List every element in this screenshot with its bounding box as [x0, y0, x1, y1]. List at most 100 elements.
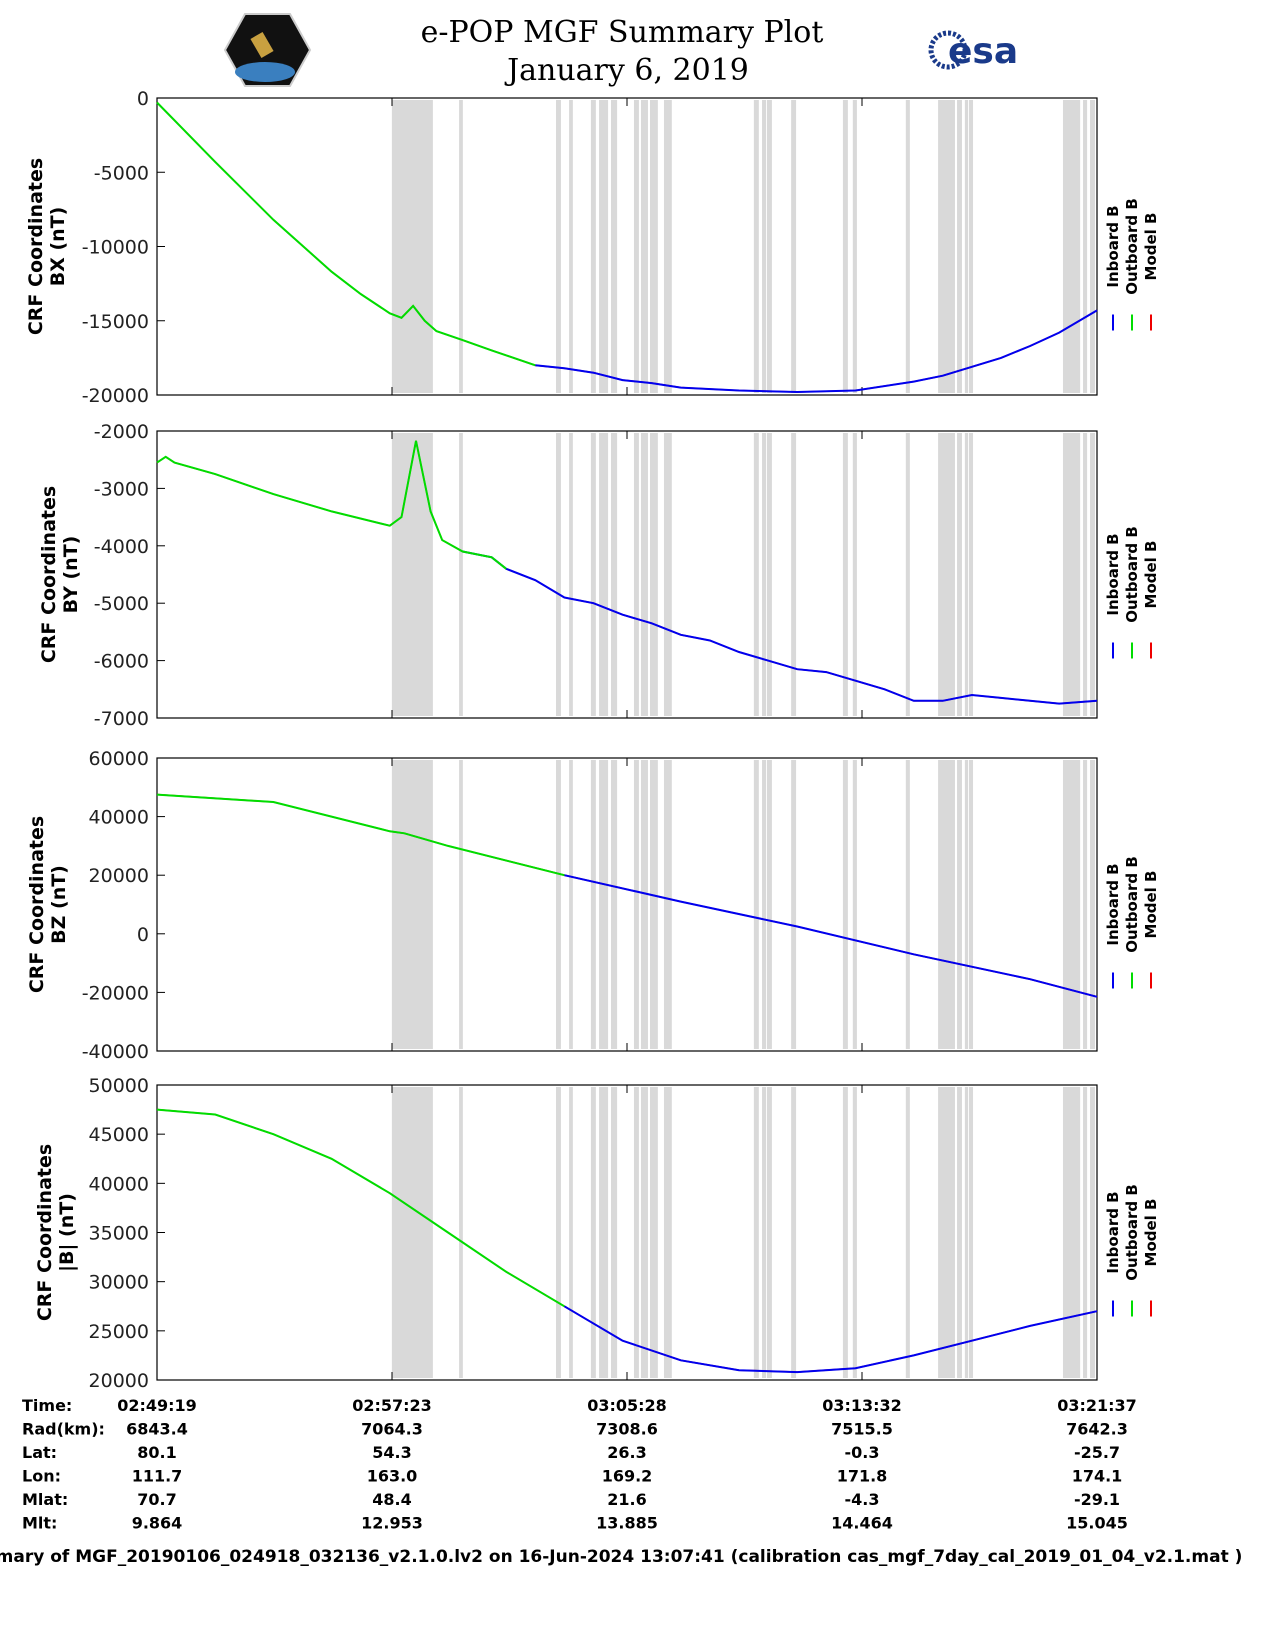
data-gap-band: [599, 760, 609, 1049]
y-tick-label: 25000: [89, 1321, 149, 1343]
y-tick-label: 35000: [89, 1223, 149, 1245]
y-tick-label: -7000: [94, 708, 149, 730]
table-cell: 171.8: [837, 1467, 888, 1486]
series-outboard-b: [156, 1108, 565, 1308]
y-tick-label: 40000: [89, 807, 149, 829]
data-gap-band: [753, 1087, 759, 1378]
data-gap-band: [766, 760, 772, 1049]
legend-label: Outboard B: [1123, 526, 1141, 623]
data-gap-band: [852, 100, 857, 393]
data-gap-band: [1090, 100, 1095, 393]
y-tick-label: -5000: [94, 593, 149, 615]
data-gap-band: [766, 433, 772, 716]
table-cell: 7642.3: [1066, 1420, 1128, 1439]
data-gap-band: [968, 433, 974, 716]
table-cell: 9.864: [132, 1514, 183, 1533]
y-tick-label: -10000: [82, 237, 149, 259]
y-axis-label-line2: BY (nT): [60, 536, 82, 614]
series-inboard-b: [462, 550, 1098, 705]
panel-2: -2000 -3000 -4000 -5000 -6000 -7000 CRF Coordi…: [38, 421, 1160, 730]
data-gap-band: [640, 1087, 648, 1378]
y-axis-label-line2: |B| (nT): [56, 1193, 78, 1272]
table-cell: 03:05:28: [587, 1396, 667, 1415]
table-cell: 111.7: [132, 1467, 183, 1486]
panel-1: 0 -5000 -10000 -15000 -20000 CRF CoordinatesB…: [25, 88, 1160, 407]
legend-label: Model B: [1142, 541, 1160, 609]
data-gap-band: [842, 100, 848, 393]
data-gap-band: [555, 433, 561, 716]
data-gap-band: [964, 760, 969, 1049]
legend-label: Model B: [1142, 1199, 1160, 1267]
data-gap-band: [569, 760, 573, 1049]
table-cell: 03:21:37: [1057, 1396, 1137, 1415]
data-gap-band: [968, 760, 974, 1049]
data-gap-band: [964, 1087, 969, 1378]
data-gap-band: [590, 433, 596, 716]
data-gap-band: [842, 1087, 848, 1378]
data-gap-band: [459, 100, 463, 393]
data-gap-band: [957, 760, 962, 1049]
data-gap-band: [633, 100, 639, 393]
y-axis-label: CRF CoordinatesBZ (nT): [26, 816, 70, 993]
data-gap-band: [753, 433, 759, 716]
y-tick-label: 40000: [89, 1173, 149, 1195]
data-gap-band: [459, 760, 463, 1049]
data-gap-band: [791, 760, 797, 1049]
data-gap-band: [852, 433, 857, 716]
data-gap-band: [649, 1087, 658, 1378]
table-cell: 48.4: [372, 1490, 411, 1509]
data-gap-band: [633, 760, 639, 1049]
series-model-b: [156, 1108, 1098, 1373]
data-gap-band: [459, 433, 463, 716]
y-axis-label-line1: CRF Coordinates: [26, 816, 48, 993]
y-tick-label: 0: [137, 924, 149, 946]
series-model-b: [156, 440, 1098, 705]
y-tick-label: -5000: [94, 162, 149, 184]
table-cell: -25.7: [1074, 1443, 1120, 1462]
data-gap-band: [555, 1087, 561, 1378]
data-gap-band: [842, 760, 848, 1049]
table-cell: 174.1: [1072, 1467, 1123, 1486]
table-cell: 26.3: [607, 1443, 646, 1462]
data-gap-band: [1083, 760, 1088, 1049]
svg-text:esa: esa: [948, 31, 1018, 72]
data-gap-band: [610, 100, 618, 393]
y-axis-label-line1: CRF Coordinates: [25, 158, 47, 335]
data-gap-band: [640, 760, 648, 1049]
table-cell: 6843.4: [126, 1420, 188, 1439]
data-gap-band: [905, 1087, 910, 1378]
y-tick-label: 30000: [89, 1272, 149, 1294]
legend-label: Inboard B: [1104, 533, 1122, 615]
plot-frame: [156, 97, 1098, 396]
data-gap-band: [791, 1087, 797, 1378]
table-cell: 12.953: [361, 1514, 423, 1533]
data-gap-band: [852, 760, 857, 1049]
table-row-label: Mlt:: [22, 1514, 57, 1533]
table-cell: -29.1: [1074, 1490, 1120, 1509]
footer-caption: Summary of MGF_20190106_024918_032136_v2…: [0, 1547, 1242, 1567]
esa-logo: esa: [928, 30, 1018, 72]
table-cell: 70.7: [137, 1490, 176, 1509]
data-gap-band: [663, 433, 672, 716]
table-cell: 14.464: [831, 1514, 893, 1533]
data-gap-band: [590, 760, 596, 1049]
panel-3: 60000 40000 20000 0 -20000 -40000 CRF Coordina…: [26, 748, 1160, 1063]
y-tick-label: -2000: [94, 421, 149, 443]
data-gap-band: [938, 433, 955, 716]
y-tick-label: -4000: [94, 536, 149, 558]
plot-frame: [156, 1084, 1098, 1381]
series-outboard-b: [156, 440, 507, 570]
data-gap-band: [938, 1087, 955, 1378]
data-gap-band: [905, 760, 910, 1049]
data-gap-band: [791, 100, 797, 393]
y-axis-label-line2: BX (nT): [47, 207, 69, 287]
data-gap-band: [968, 100, 974, 393]
series-inboard-b: [563, 1305, 1098, 1374]
data-gap-band: [762, 100, 767, 393]
data-gap-band: [842, 433, 848, 716]
data-gap-band: [391, 433, 433, 716]
data-gap-band: [1062, 100, 1081, 393]
data-gap-band: [968, 1087, 974, 1378]
data-gap-band: [1062, 1087, 1081, 1378]
data-gap-band: [569, 433, 573, 716]
